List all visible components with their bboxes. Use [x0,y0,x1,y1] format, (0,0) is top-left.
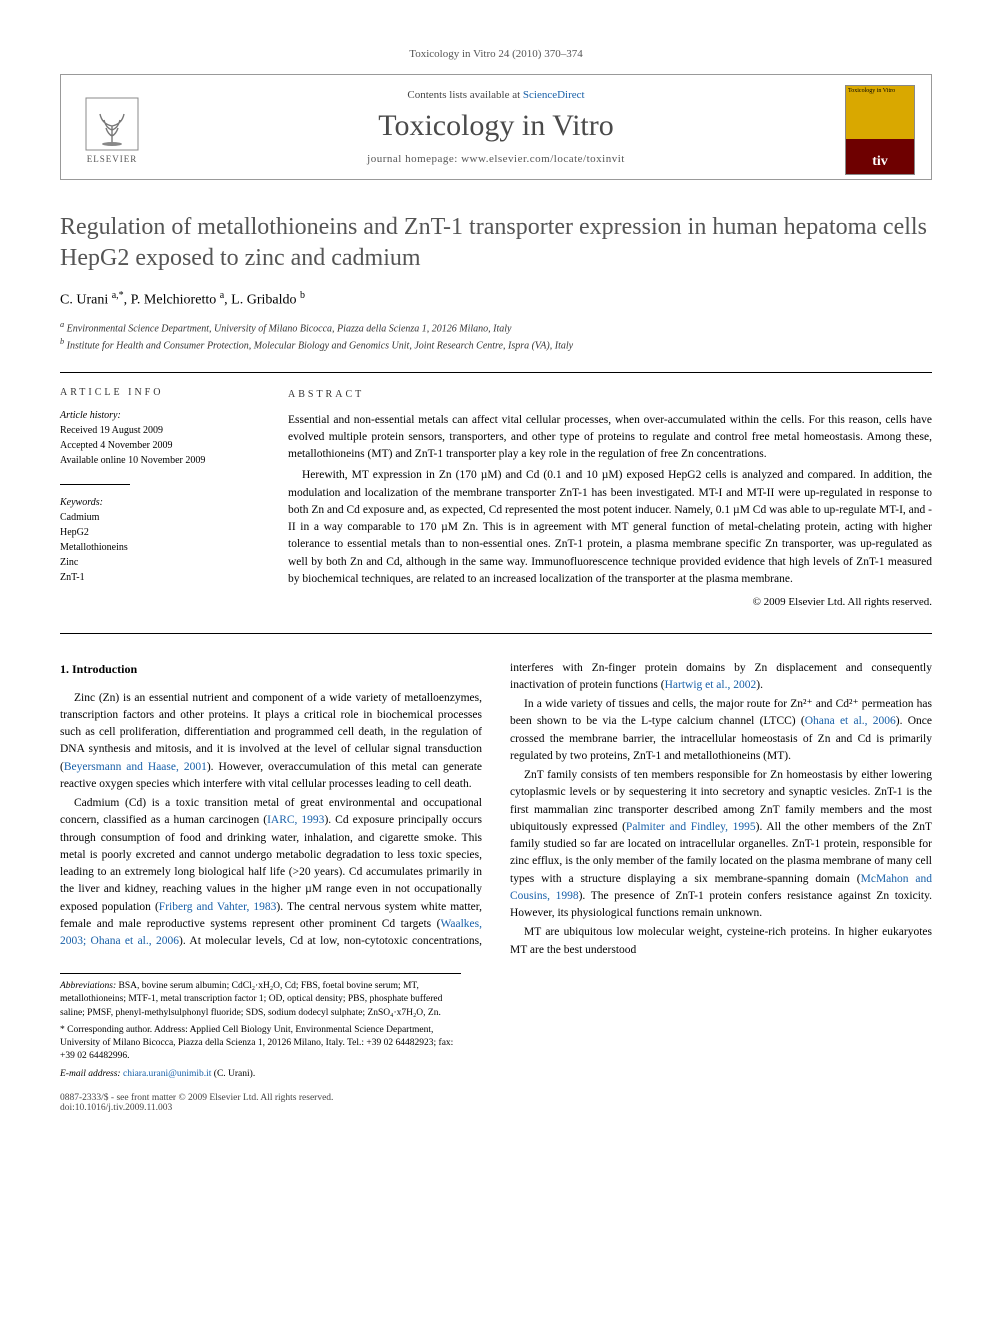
bottom-bar: 0887-2333/$ - see front matter © 2009 El… [60,1093,932,1113]
history-accepted: Accepted 4 November 2009 [60,440,172,451]
running-head: Toxicology in Vitro 24 (2010) 370–374 [60,48,932,60]
sciencedirect-link[interactable]: ScienceDirect [523,89,585,101]
keyword-2: HepG2 [60,527,89,538]
abstract-heading: abstract [288,387,932,402]
homepage-prefix: journal homepage: [367,153,461,165]
keyword-3: Metallothioneins [60,542,128,553]
doi-line: doi:10.1016/j.tiv.2009.11.003 [60,1103,333,1113]
page: Toxicology in Vitro 24 (2010) 370–374 EL… [0,0,992,1153]
abstract-copyright: © 2009 Elsevier Ltd. All rights reserved… [288,594,932,611]
homepage-url: www.elsevier.com/locate/toxinvit [461,153,625,165]
history-online: Available online 10 November 2009 [60,455,205,466]
section-1-heading: 1. Introduction [60,660,482,678]
intro-p5: MT are ubiquitous low molecular weight, … [510,924,932,959]
rule-bottom [60,633,932,634]
affiliation-a-text: Environmental Science Department, Univer… [67,323,512,334]
keywords-label: Keywords: [60,497,103,508]
p2b: ). Cd exposure principally occurs throug… [60,814,482,912]
keyword-5: ZnT-1 [60,572,85,583]
contents-available-line: Contents lists available at ScienceDirec… [147,89,845,101]
journal-name: Toxicology in Vitro [147,109,845,143]
publisher-logo-text: ELSEVIER [87,154,138,164]
abbrev-text: BSA, bovine serum albumin; CdCl₂·xH₂O, C… [60,981,442,1018]
abstract-column: abstract Essential and non-essential met… [288,387,932,611]
keyword-4: Zinc [60,557,78,568]
affiliation-b-text: Institute for Health and Consumer Protec… [67,341,573,352]
history-received: Received 19 August 2009 [60,425,163,436]
article-title: Regulation of metallothioneins and ZnT-1… [60,212,932,274]
rule-top [60,372,932,373]
abbreviations-footnote: Abbreviations: BSA, bovine serum albumin… [60,980,461,1020]
abstract-p2: Herewith, MT expression in Zn (170 µM) a… [288,467,932,588]
affiliations: a Environmental Science Department, Univ… [60,319,932,354]
ref-ohana-2006[interactable]: Ohana et al., 2006 [805,715,896,727]
journal-homepage: journal homepage: www.elsevier.com/locat… [147,153,845,171]
corr-label: * Corresponding author. [60,1025,152,1035]
email-footnote: E-mail address: chiara.urani@unimib.it (… [60,1068,461,1081]
ref-hartwig-2002[interactable]: Hartwig et al., 2002 [665,679,757,691]
corresponding-author-footnote: * Corresponding author. Address: Applied… [60,1024,461,1064]
front-matter-line: 0887-2333/$ - see front matter © 2009 El… [60,1093,333,1103]
contents-prefix: Contents lists available at [407,89,522,101]
affiliation-b: b Institute for Health and Consumer Prot… [60,336,932,353]
intro-p4: ZnT family consists of ten members respo… [510,767,932,922]
ref-beyersmann-2001[interactable]: Beyersmann and Haase, 2001 [64,761,207,773]
abstract-p1: Essential and non-essential metals can a… [288,412,932,464]
publisher-logo: ELSEVIER [77,90,147,170]
keywords-block: Keywords: Cadmium HepG2 Metallothioneins… [60,495,260,585]
elsevier-tree-icon [84,96,140,152]
p2e: ). [756,679,763,691]
affiliation-a: a Environmental Science Department, Univ… [60,319,932,336]
keyword-1: Cadmium [60,512,99,523]
info-rule [60,484,130,485]
ref-friberg-1983[interactable]: Friberg and Vahter, 1983 [159,901,277,913]
article-info-heading: article info [60,387,260,398]
ref-palmiter-1995[interactable]: Palmiter and Findley, 1995 [626,821,756,833]
email-who: (C. Urani). [211,1069,255,1079]
article-info-column: article info Article history: Received 1… [60,387,260,611]
cover-badge: tiv [872,154,888,170]
history-label: Article history: [60,410,121,421]
abbrev-label: Abbreviations: [60,981,116,991]
body-two-column: 1. Introduction Zinc (Zn) is an essentia… [60,660,932,959]
footnotes: Abbreviations: BSA, bovine serum albumin… [60,973,461,1081]
email-label: E-mail address: [60,1069,121,1079]
journal-header-box: ELSEVIER Contents lists available at Sci… [60,74,932,180]
corresponding-email-link[interactable]: chiara.urani@unimib.it [121,1069,212,1079]
cover-title: Toxicology in Vitro [846,86,914,96]
article-history-block: Article history: Received 19 August 2009… [60,408,260,468]
intro-p1: Zinc (Zn) is an essential nutrient and c… [60,690,482,794]
intro-p3: In a wide variety of tissues and cells, … [510,696,932,765]
journal-cover-thumbnail: Toxicology in Vitro tiv [845,85,915,175]
authors-line: C. Urani a,*, P. Melchioretto a, L. Grib… [60,290,932,309]
ref-iarc-1993[interactable]: IARC, 1993 [267,814,324,826]
